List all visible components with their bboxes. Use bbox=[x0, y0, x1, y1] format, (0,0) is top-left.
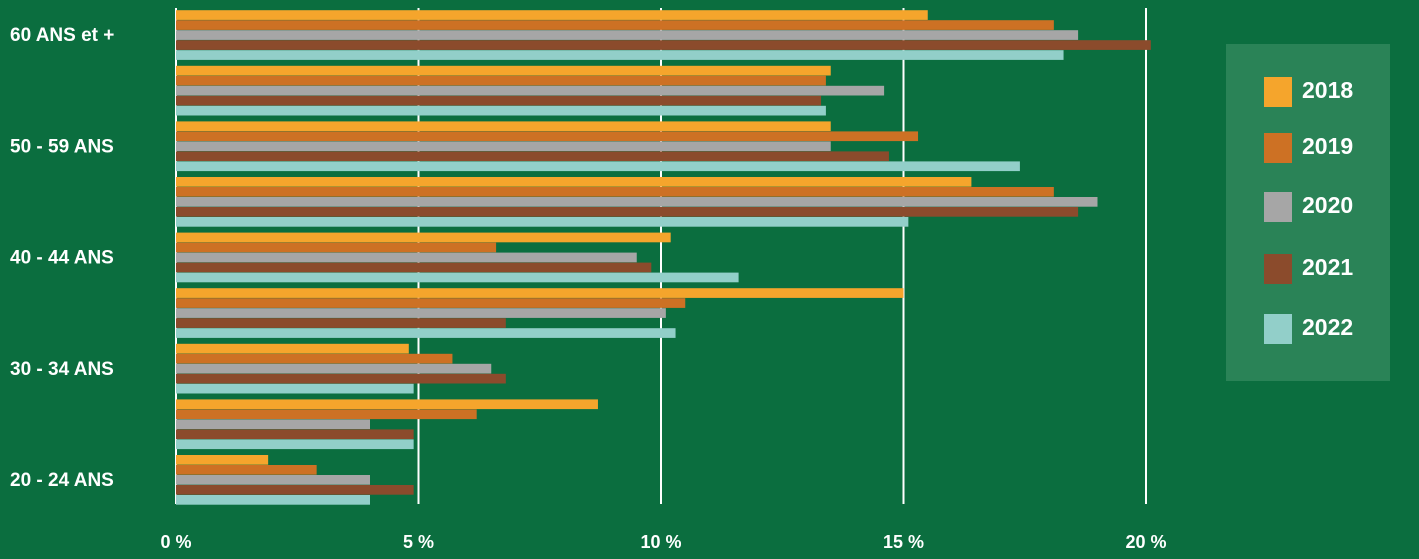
bar bbox=[176, 409, 477, 420]
bar bbox=[176, 40, 1151, 50]
bar bbox=[176, 95, 822, 106]
bar bbox=[176, 75, 826, 86]
bar bbox=[176, 50, 1064, 60]
bar bbox=[176, 419, 370, 430]
legend-box bbox=[1226, 44, 1390, 381]
bars bbox=[176, 10, 1151, 505]
bar bbox=[176, 373, 506, 384]
bar bbox=[176, 161, 1020, 172]
x-tick-label: 5 % bbox=[403, 532, 434, 552]
x-tick-labels: 0 % 5 % 10 % 15 % 20 % bbox=[160, 532, 1166, 552]
bar bbox=[176, 495, 370, 505]
bar bbox=[176, 318, 506, 328]
category-label: 20 - 24 ANS bbox=[10, 470, 114, 491]
x-tick-label: 0 % bbox=[160, 532, 191, 552]
bar bbox=[176, 207, 1079, 217]
legend-swatch bbox=[1264, 314, 1292, 344]
bar bbox=[176, 383, 414, 394]
bar bbox=[176, 485, 414, 495]
legend-swatch bbox=[1264, 77, 1292, 107]
bar bbox=[176, 151, 889, 162]
category-label: 60 ANS et + bbox=[10, 25, 114, 46]
category-labels: 20 - 24 ANS 30 - 34 ANS 40 - 44 ANS 50 - 59… bbox=[10, 25, 114, 491]
bar bbox=[176, 177, 972, 187]
bar bbox=[176, 252, 637, 263]
bar bbox=[176, 455, 269, 465]
bar bbox=[176, 399, 598, 410]
x-tick-label: 10 % bbox=[640, 532, 681, 552]
x-tick-label: 15 % bbox=[883, 532, 924, 552]
bar bbox=[176, 465, 317, 475]
bar bbox=[176, 262, 652, 273]
legend-label: 2021 bbox=[1302, 254, 1353, 280]
bar bbox=[176, 30, 1079, 40]
bar bbox=[176, 20, 1054, 30]
bar bbox=[176, 187, 1054, 197]
bar bbox=[176, 298, 686, 308]
category-label: 50 - 59 ANS bbox=[10, 136, 114, 157]
bar bbox=[176, 439, 414, 450]
legend-swatch bbox=[1264, 192, 1292, 222]
bar bbox=[176, 272, 739, 283]
bar bbox=[176, 353, 453, 364]
bar bbox=[176, 131, 919, 142]
bar bbox=[176, 141, 831, 152]
bar bbox=[176, 85, 885, 96]
bar bbox=[176, 121, 831, 132]
bar bbox=[176, 288, 904, 298]
bar bbox=[176, 65, 831, 76]
legend-label: 2020 bbox=[1302, 192, 1353, 218]
bar bbox=[176, 10, 928, 20]
bar bbox=[176, 308, 666, 318]
bar bbox=[176, 242, 497, 253]
x-tick-label: 20 % bbox=[1125, 532, 1166, 552]
legend-swatch bbox=[1264, 254, 1292, 284]
bar bbox=[176, 328, 676, 338]
bar bbox=[176, 197, 1098, 207]
bar bbox=[176, 343, 409, 354]
category-label: 40 - 44 ANS bbox=[10, 248, 114, 269]
legend-swatch bbox=[1264, 133, 1292, 163]
bar bbox=[176, 475, 370, 485]
legend-label: 2018 bbox=[1302, 77, 1353, 103]
legend: 2018 2019 2020 2021 2022 bbox=[1226, 44, 1390, 381]
legend-label: 2019 bbox=[1302, 133, 1353, 159]
bar bbox=[176, 429, 414, 440]
bar bbox=[176, 232, 671, 243]
bar bbox=[176, 217, 909, 227]
legend-label: 2022 bbox=[1302, 314, 1353, 340]
bar bbox=[176, 363, 492, 374]
category-label: 30 - 34 ANS bbox=[10, 359, 114, 380]
bar bbox=[176, 105, 826, 116]
